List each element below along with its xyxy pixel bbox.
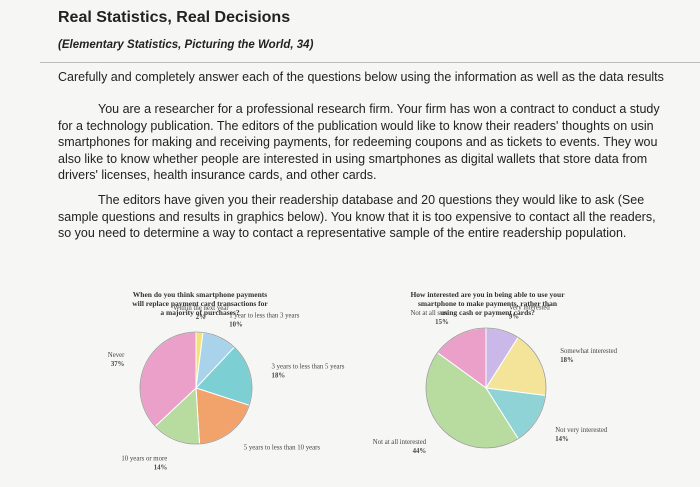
slice-label: Not at all interested (373, 439, 427, 446)
slice-value-label: 9% (509, 313, 519, 320)
slice-value-label: 14% (154, 465, 168, 472)
slice-label: Somewhat interested (560, 348, 617, 355)
text-line: so you need to determine a way to contac… (58, 226, 627, 241)
text-line: smartphones for making and receiving pay… (58, 135, 658, 150)
slice-value-label: 18% (272, 373, 286, 380)
slice-value-label: 10% (229, 321, 243, 328)
paragraph: You are a researcher for a professional … (58, 102, 660, 185)
slice-label: Very interested (509, 304, 551, 311)
slice-value-label: 2% (196, 314, 206, 321)
chart-title: How interested are you in being able to … (410, 290, 565, 317)
slice-label: Not very interested (555, 427, 608, 434)
instruction: Carefully and completely answer each of … (58, 70, 664, 84)
pie-outline (139, 331, 253, 445)
text-line: drivers' licenses, health insurance card… (58, 168, 377, 183)
slice-value-label: 14% (555, 436, 569, 443)
subtitle: (Elementary Statistics, Picturing the Wo… (58, 39, 314, 51)
slice-label: Within the next year (173, 305, 229, 312)
slice-value-label: 37% (111, 361, 125, 368)
text-line: for a technology publication. The editor… (58, 118, 654, 133)
text-line: You are a researcher for a professional … (98, 102, 660, 116)
slice-label: 3 years to less than 5 years (272, 364, 345, 371)
slice-label: Never (108, 352, 125, 359)
slice-value-label: 18% (560, 357, 574, 364)
slice-label: Not at all sure (410, 310, 448, 317)
text-line: The editors have given you their readers… (98, 193, 645, 207)
slice-label: 5 years to less than 10 years (244, 445, 321, 452)
slice-label: 1 year to less than 3 years (229, 312, 300, 319)
slice-value-label: 44% (413, 448, 427, 455)
text-line: also like to know whether people are int… (58, 151, 648, 166)
paragraph: The editors have given you their readers… (58, 193, 656, 243)
slice-value-label: 15% (435, 319, 449, 326)
divider (40, 62, 700, 63)
chart-title: When do you think smartphone payments wi… (132, 290, 268, 317)
pie-outline (425, 327, 547, 449)
slice-label: 10 years or more (121, 456, 167, 463)
title: Real Statistics, Real Decisions (58, 9, 291, 26)
text-line: sample questions and results in graphics… (58, 209, 656, 224)
